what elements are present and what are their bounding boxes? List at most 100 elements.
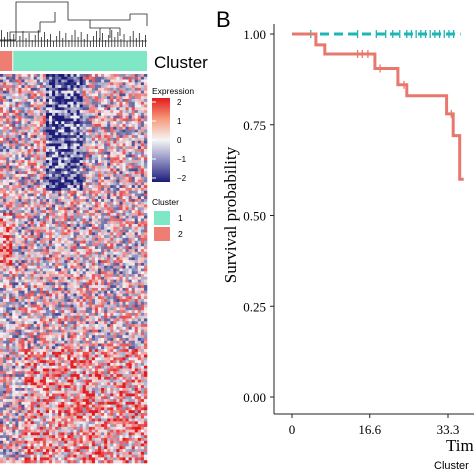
heatmap-cell (98, 221, 102, 225)
heatmap-cell (125, 110, 129, 114)
heatmap-cell (55, 82, 59, 86)
heatmap-cell (73, 310, 77, 314)
heatmap-cell (21, 193, 25, 197)
heatmap-cell (3, 168, 7, 172)
heatmap-cell (73, 137, 77, 141)
heatmap-cell (131, 262, 136, 267)
heatmap-cell (42, 215, 47, 219)
heatmap-cell (116, 260, 120, 264)
heatmap-cell (137, 335, 142, 339)
heatmap-cell (64, 335, 68, 339)
heatmap-cell (140, 287, 145, 292)
heatmap-cell (64, 218, 68, 222)
heatmap-cell (12, 226, 16, 230)
heatmap-cell (45, 312, 50, 317)
heatmap-cell (85, 124, 90, 128)
heatmap-cell (140, 168, 145, 172)
heatmap-cell (101, 343, 105, 347)
heatmap-cell (21, 190, 25, 194)
heatmap-cell (0, 282, 4, 286)
heatmap-cell (6, 143, 10, 147)
heatmap-cell (119, 299, 123, 303)
heatmap-cell (134, 315, 139, 319)
heatmap-cell (134, 243, 139, 247)
heatmap-cell (76, 149, 80, 153)
heatmap-cell (94, 229, 99, 233)
heatmap-cell (15, 224, 19, 228)
heatmap-cell (12, 301, 16, 305)
heatmap-cell (12, 254, 16, 258)
heatmap-cell (85, 237, 90, 242)
heatmap-cell (6, 107, 10, 111)
heatmap-cell (9, 174, 13, 178)
heatmap-cell (39, 274, 44, 278)
heatmap-cell (30, 204, 34, 208)
heatmap-cell (36, 276, 41, 280)
heatmap-cell (12, 274, 16, 278)
heatmap-cell (143, 74, 148, 78)
heatmap-cell (131, 260, 136, 264)
heatmap-cell (15, 204, 19, 208)
heatmap-cell (85, 254, 90, 258)
heatmap-cell (119, 196, 123, 200)
heatmap-cell (3, 351, 7, 355)
heatmap-cell (125, 185, 129, 189)
heatmap-cell (119, 351, 123, 355)
heatmap-cell (88, 193, 93, 197)
heatmap-cell (45, 301, 50, 305)
heatmap-cell (140, 312, 145, 317)
heatmap-cell (39, 337, 44, 342)
heatmap-cell (94, 315, 99, 319)
heatmap-cell (67, 157, 71, 161)
heatmap-cell (128, 101, 132, 105)
heatmap-cell (101, 171, 105, 175)
heatmap-cell (143, 182, 148, 186)
heatmap-cell (73, 235, 77, 239)
heatmap-cell (98, 265, 102, 269)
heatmap-cell (39, 182, 44, 186)
heatmap-cell (0, 243, 4, 247)
heatmap-cell (88, 354, 93, 358)
heatmap-cell (30, 343, 34, 347)
heatmap-cell (39, 307, 44, 311)
heatmap-cell (104, 165, 108, 169)
heatmap-cell (24, 110, 28, 114)
heatmap-cell (12, 112, 16, 116)
heatmap-cell (36, 318, 41, 322)
heatmap-cell (36, 101, 41, 105)
heatmap-cell (131, 140, 136, 144)
heatmap-cell (104, 262, 108, 267)
heatmap-cell (24, 121, 28, 125)
heatmap-cell (30, 304, 34, 308)
heatmap-cell (110, 279, 114, 283)
heatmap-cell (24, 301, 28, 305)
heatmap-cell (12, 121, 16, 125)
heatmap-cell (67, 299, 71, 303)
heatmap-cell (36, 76, 41, 80)
heatmap-cell (140, 218, 145, 222)
heatmap-cell (101, 104, 105, 108)
heatmap-cell (131, 335, 136, 339)
heatmap-cell (91, 301, 96, 305)
heatmap-cell (98, 126, 102, 130)
heatmap-cell (12, 190, 16, 194)
heatmap-cell (91, 168, 96, 172)
heatmap-cell (73, 287, 77, 292)
heatmap-cell (3, 346, 7, 350)
heatmap-cell (15, 299, 19, 303)
heatmap-cell (116, 315, 120, 319)
heatmap-cell (85, 218, 90, 222)
heatmap-cell (27, 243, 31, 247)
heatmap-cell (55, 140, 59, 144)
heatmap-cell (128, 90, 132, 94)
heatmap-cell (58, 349, 62, 353)
heatmap-cell (85, 199, 90, 203)
heatmap-cell (113, 290, 117, 294)
heatmap-cell (6, 224, 10, 228)
heatmap-cell (33, 235, 38, 239)
heatmap-cell (52, 96, 56, 100)
heatmap-cell (137, 182, 142, 186)
heatmap-cell (110, 201, 114, 205)
heatmap-cell (3, 243, 7, 247)
heatmap-cell (76, 110, 80, 114)
